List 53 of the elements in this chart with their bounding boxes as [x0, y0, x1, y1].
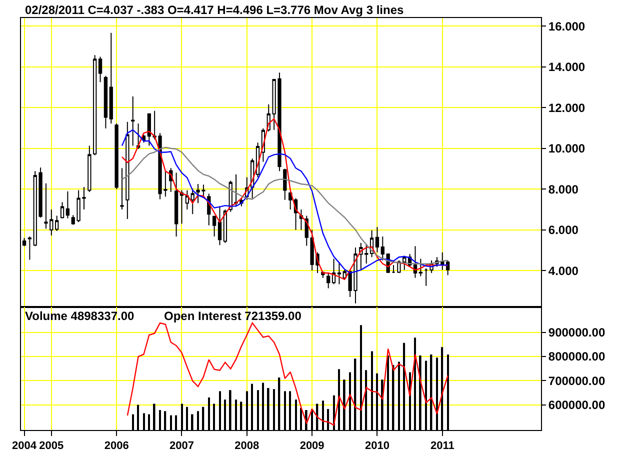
candlestick	[174, 172, 178, 238]
candlestick	[418, 258, 422, 277]
candlestick	[326, 272, 330, 289]
candlestick	[375, 226, 380, 253]
candlestick	[66, 190, 70, 219]
candlestick	[185, 190, 189, 210]
chart-title: 02/28/2011 C=4.037 -.383 O=4.417 H=4.496 L=3.776 Mov Avg 3 lines	[25, 3, 404, 17]
x-tick-label: 2008	[234, 440, 260, 452]
candlestick	[120, 168, 124, 210]
candlestick	[283, 168, 287, 200]
candlestick	[288, 191, 292, 210]
candlestick	[60, 202, 64, 219]
x-tick-label: 2005	[39, 440, 64, 452]
x-tick-label: 2006	[104, 440, 129, 452]
y-tick-label: 14.000	[548, 60, 586, 74]
candlestick	[337, 262, 342, 285]
x-tick-label: 2011	[430, 440, 454, 452]
candlestick	[332, 258, 336, 285]
x-tick-label: 2010	[364, 440, 390, 452]
x-tick-label: 2007	[170, 440, 194, 452]
candlestick	[299, 208, 304, 230]
y-tick-label: 10.000	[548, 142, 586, 156]
candlestick	[126, 121, 130, 220]
candlestick	[28, 236, 32, 260]
candlestick	[413, 246, 418, 278]
candlestick	[218, 206, 222, 246]
y-tick-label: 8.000	[548, 182, 579, 196]
candlestick	[98, 56, 102, 83]
y-tick-label: 6.000	[548, 223, 579, 238]
candlestick	[109, 32, 113, 124]
x-tick-label: 2004	[12, 440, 38, 452]
candlestick	[55, 215, 59, 232]
y-tick-label: 16.000	[548, 19, 586, 34]
candlestick	[392, 264, 396, 274]
candlestick	[104, 75, 108, 129]
y-tick-label: 700000.00	[548, 374, 606, 388]
y-tick-label: 900000.00	[548, 326, 606, 340]
candlestick	[136, 123, 140, 150]
candlestick	[147, 112, 151, 146]
y-tick-label: 600000.00	[548, 398, 606, 412]
candlestick	[190, 188, 194, 215]
y-tick-label: 12.000	[548, 100, 586, 115]
candlestick	[131, 96, 135, 146]
candlestick	[424, 268, 428, 286]
y-tick-label: 4.000	[548, 264, 579, 278]
candlestick	[180, 190, 184, 224]
candlestick	[380, 236, 384, 261]
candlestick	[114, 123, 118, 190]
x-tick-label: 2009	[300, 440, 324, 452]
candlestick	[212, 215, 216, 238]
candlestick	[446, 260, 450, 276]
line-series	[121, 146, 448, 264]
y-tick-label: 800000.00	[548, 350, 606, 364]
